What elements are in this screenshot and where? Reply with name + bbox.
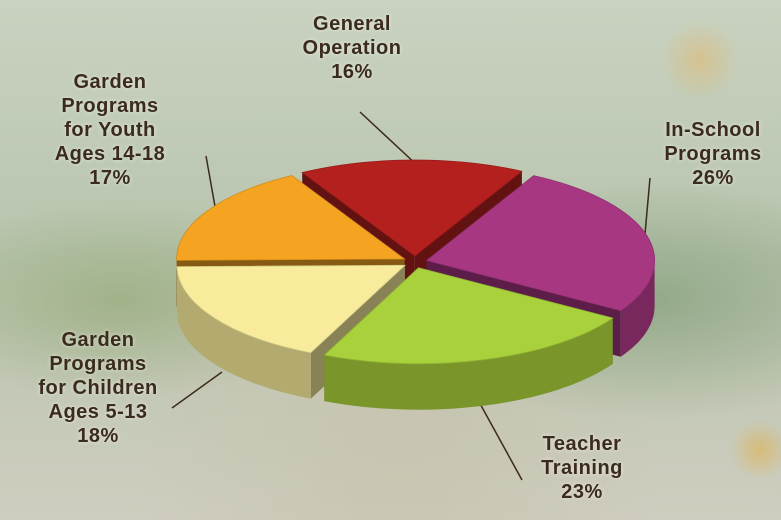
leader-line <box>360 112 418 166</box>
value-label: 17% <box>55 166 166 190</box>
category-label: Garden Programs for Youth Ages 14-18 <box>55 70 166 166</box>
category-label: General Operation <box>303 12 402 60</box>
category-label: In-School Programs <box>664 118 761 166</box>
value-label: 18% <box>38 424 157 448</box>
leader-line <box>478 400 522 480</box>
value-label: 26% <box>664 166 761 190</box>
page: General Operation16% In-School Programs26… <box>0 0 781 520</box>
value-label: 16% <box>303 60 402 84</box>
category-label: Garden Programs for Children Ages 5-13 <box>38 328 157 424</box>
value-label: 23% <box>541 480 623 504</box>
category-label: Teacher Training <box>541 432 623 480</box>
leader-line <box>172 372 222 408</box>
leader-line <box>206 156 216 212</box>
